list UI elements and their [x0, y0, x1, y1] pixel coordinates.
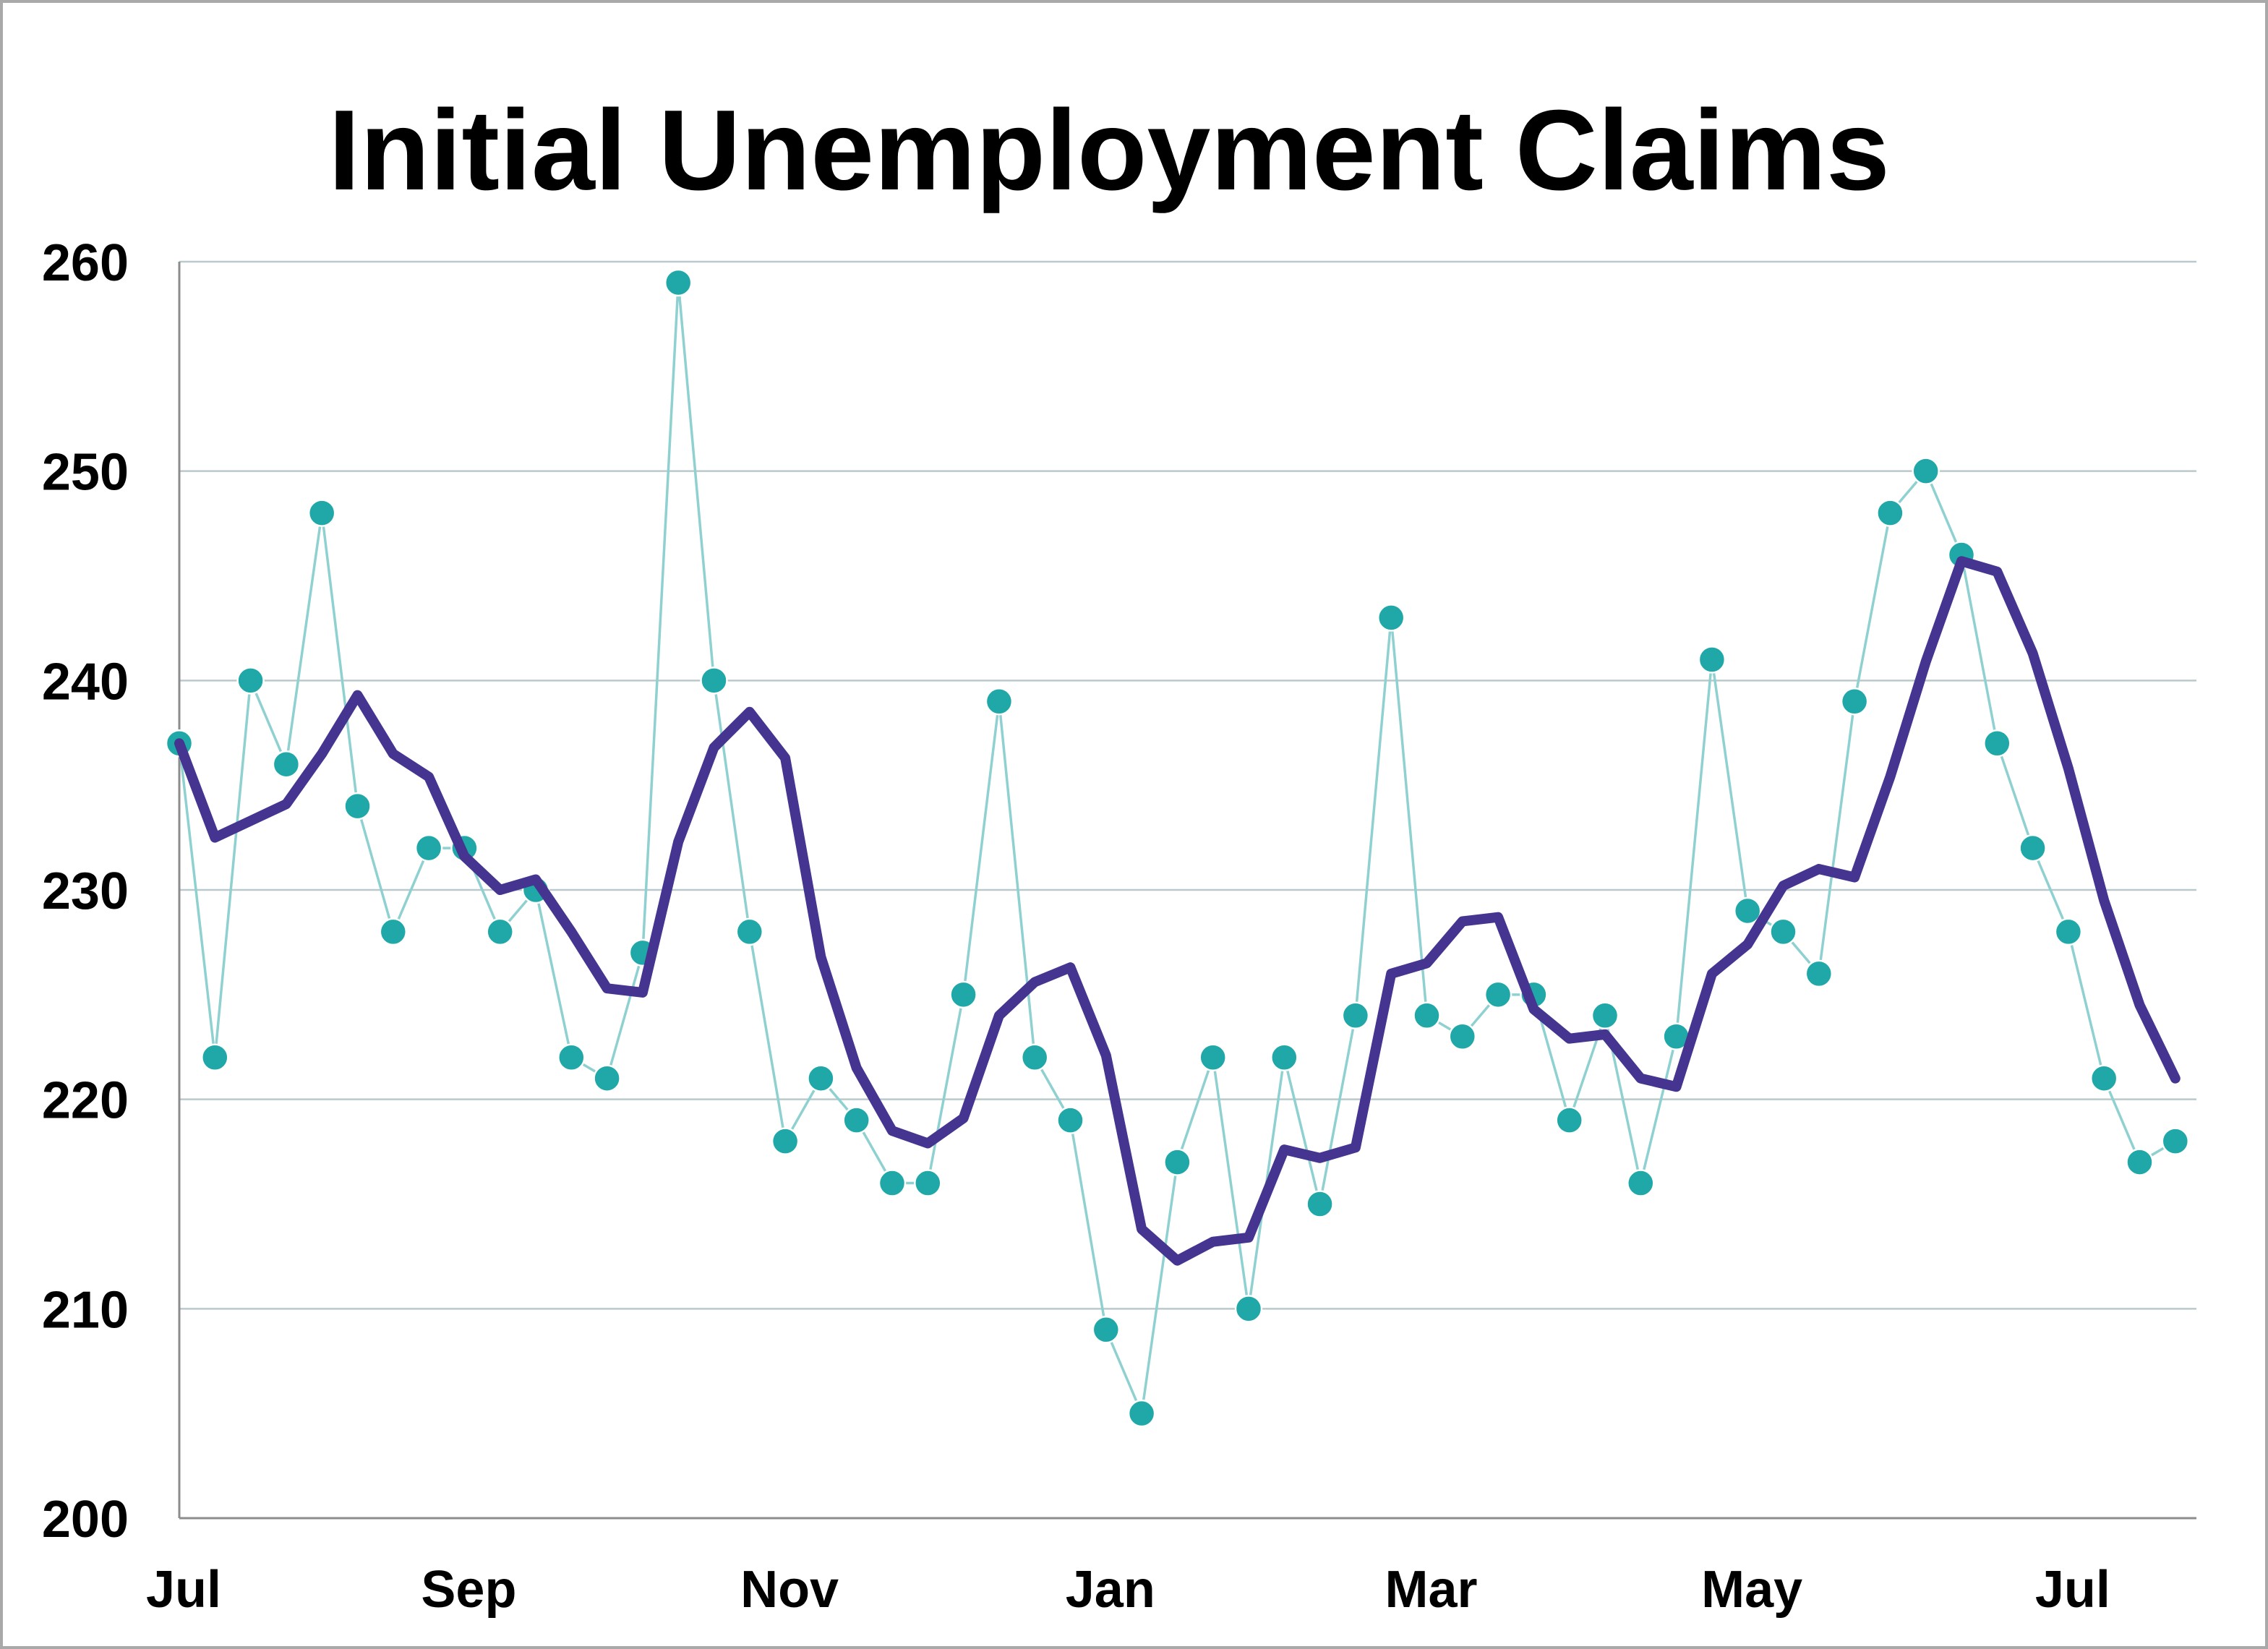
x-tick-label: Jan: [1066, 1561, 1155, 1619]
weekly-claims-point: [307, 499, 336, 527]
y-tick-label: 260: [42, 234, 129, 292]
weekly-claims-point: [914, 1169, 942, 1197]
x-tick-label: Jul: [2035, 1561, 2110, 1619]
weekly-claims-point: [1769, 917, 1797, 946]
weekly-claims-point: [379, 917, 408, 946]
weekly-claims-point: [1733, 896, 1762, 925]
weekly-claims-point: [1627, 1169, 1655, 1197]
weekly-claims-point: [842, 1106, 870, 1134]
y-tick-label: 240: [42, 653, 129, 711]
weekly-claims-point: [557, 1043, 586, 1071]
weekly-claims-point: [343, 792, 372, 821]
x-tick-label: May: [1701, 1561, 1802, 1619]
weekly-claims-point: [664, 268, 693, 297]
weekly-claims-point: [1234, 1295, 1263, 1323]
chart-title: Initial Unemployment Claims: [328, 87, 1890, 214]
y-tick-label: 200: [42, 1491, 129, 1549]
weekly-claims-point: [1555, 1106, 1583, 1134]
plot-series: [165, 268, 2190, 1428]
weekly-claims-line: [178, 281, 2176, 1415]
x-tick-label: Sep: [421, 1561, 516, 1619]
weekly-claims-point: [1912, 457, 1940, 485]
weekly-claims-point: [700, 667, 728, 695]
weekly-claims-point: [1092, 1316, 1121, 1344]
weekly-claims-point: [236, 667, 265, 695]
weekly-claims-point: [1591, 1001, 1619, 1030]
weekly-claims-point: [1983, 729, 2011, 758]
weekly-claims-point: [949, 980, 977, 1009]
axes: [178, 262, 2196, 1520]
weekly-claims-point: [593, 1064, 621, 1092]
moving-average-line: [174, 556, 2181, 1266]
x-tick-label: Jul: [146, 1561, 221, 1619]
weekly-claims-point: [1199, 1043, 1227, 1071]
y-tick-label: 250: [42, 444, 129, 502]
weekly-claims-point: [2019, 834, 2047, 862]
weekly-claims-point: [1805, 959, 1833, 988]
weekly-claims-point: [1377, 604, 1405, 632]
weekly-claims-point: [2054, 917, 2083, 946]
weekly-claims-point: [1840, 688, 1869, 716]
weekly-claims-point: [1270, 1043, 1298, 1071]
weekly-claims-point: [1056, 1106, 1084, 1134]
weekly-claims-point: [2161, 1127, 2190, 1155]
weekly-claims-point: [1698, 646, 1726, 674]
y-axis-tick-labels: 200 210 220 230 240 250 260: [42, 234, 129, 1549]
weekly-claims-point: [201, 1043, 229, 1071]
x-axis-tick-labels: Jul Sep Nov Jan Mar May Jul: [146, 1561, 2110, 1619]
weekly-claims-point: [414, 834, 443, 862]
weekly-claims-point: [1876, 499, 1904, 527]
weekly-claims-point: [2089, 1064, 2118, 1092]
weekly-claims-point: [272, 750, 301, 779]
weekly-claims-point: [985, 688, 1014, 716]
weekly-claims-point: [486, 917, 514, 946]
y-tick-label: 210: [42, 1281, 129, 1339]
weekly-claims-point: [735, 917, 764, 946]
weekly-claims-point: [1341, 1001, 1370, 1030]
weekly-claims-point: [878, 1169, 907, 1197]
weekly-claims-point: [1306, 1190, 1334, 1218]
weekly-claims-point: [1484, 980, 1512, 1009]
weekly-claims-point: [1448, 1022, 1477, 1051]
y-tick-label: 230: [42, 862, 129, 920]
x-tick-label: Nov: [740, 1561, 839, 1619]
weekly-claims-point: [1413, 1001, 1441, 1030]
weekly-claims-point: [1163, 1148, 1191, 1176]
y-tick-label: 220: [42, 1072, 129, 1130]
weekly-claims-point: [2126, 1148, 2154, 1176]
gridlines: [179, 260, 2196, 1310]
weekly-claims-point: [1020, 1043, 1049, 1071]
x-tick-label: Mar: [1385, 1561, 1477, 1619]
weekly-claims-point: [807, 1064, 835, 1092]
weekly-claims-point: [1127, 1399, 1156, 1428]
weekly-claims-point: [771, 1127, 800, 1155]
